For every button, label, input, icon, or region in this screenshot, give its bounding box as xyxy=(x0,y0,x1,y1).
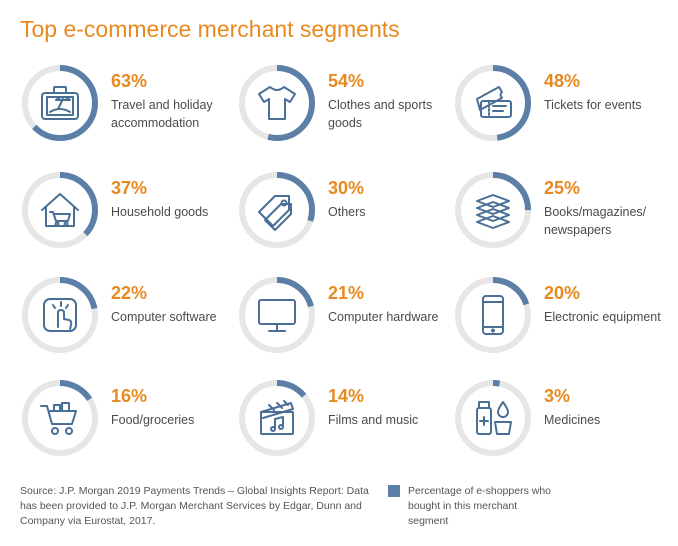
donut-ring xyxy=(455,277,531,353)
ticket-icon xyxy=(476,86,512,118)
segment-label: Clothes and sports goods xyxy=(328,98,433,130)
segment-10: 16% Food/groceries xyxy=(20,378,235,478)
donut-ring xyxy=(239,380,315,456)
segment-label: Household goods xyxy=(111,205,209,219)
film-music-icon xyxy=(260,400,294,435)
ring-value-arc xyxy=(22,380,98,456)
segment-percentage: 48% xyxy=(544,71,581,91)
segment-label: Electronic equipment xyxy=(544,310,661,324)
segment-label: Books/magazines/ newspapers xyxy=(544,205,647,237)
segment-percentage: 25% xyxy=(544,178,581,198)
ring-value-arc xyxy=(22,65,98,141)
tshirt-icon xyxy=(258,86,296,120)
segment-percentage: 22% xyxy=(111,283,148,303)
segment-6: 25% Books/magazines/ newspapers xyxy=(453,170,668,270)
segment-label: Films and music xyxy=(328,413,419,427)
segment-percentage: 21% xyxy=(328,283,365,303)
segment-5: 30% Others xyxy=(237,170,452,270)
books-icon xyxy=(476,194,510,229)
segment-label: Computer hardware xyxy=(328,310,439,324)
segment-label: Travel and holiday accommodation xyxy=(111,98,213,130)
donut-ring xyxy=(22,65,98,141)
segment-4: 37% Household goods xyxy=(20,170,235,270)
segment-label: Computer software xyxy=(111,310,217,324)
donut-ring xyxy=(22,277,98,353)
segment-2: 54% Clothes and sports goods xyxy=(237,63,452,163)
ring-value-arc xyxy=(22,277,98,353)
segment-11: 14% Films and music xyxy=(237,378,452,478)
price-tag-icon xyxy=(258,195,292,231)
segment-3: 48% Tickets for events xyxy=(453,63,668,163)
segment-label: Medicines xyxy=(544,413,601,427)
medicine-icon xyxy=(476,401,512,435)
segment-1: 63% Travel and holiday accommodation xyxy=(20,63,235,163)
monitor-icon xyxy=(258,299,296,332)
donut-ring xyxy=(455,380,531,456)
donut-ring xyxy=(455,172,531,248)
donut-ring xyxy=(22,380,98,456)
donut-ring xyxy=(455,65,531,141)
suitcase-icon xyxy=(41,86,79,120)
ring-value-arc xyxy=(239,380,315,456)
touch-tap-icon xyxy=(43,298,77,332)
segment-label: Food/groceries xyxy=(111,413,195,427)
segment-percentage: 30% xyxy=(328,178,365,198)
donut-ring xyxy=(239,65,315,141)
donut-ring xyxy=(22,172,98,248)
shopping-cart-icon xyxy=(40,402,77,435)
segment-label: Tickets for events xyxy=(544,98,642,112)
source-note: Source: J.P. Morgan 2019 Payments Trends… xyxy=(20,485,369,527)
page-title: Top e-commerce merchant segments xyxy=(20,16,400,42)
segment-percentage: 20% xyxy=(544,283,581,303)
house-cart-icon xyxy=(41,193,79,227)
legend-text: Percentage of e-shoppers who bought in t… xyxy=(408,485,552,527)
ring-value-arc xyxy=(239,172,315,248)
ring-value-arc xyxy=(455,65,531,141)
segment-8: 21% Computer hardware xyxy=(237,275,452,375)
segment-percentage: 37% xyxy=(111,178,148,198)
donut-ring xyxy=(239,277,315,353)
legend-swatch xyxy=(388,485,400,497)
donut-ring xyxy=(239,172,315,248)
segment-9: 20% Electronic equipment xyxy=(453,275,668,375)
ring-value-arc xyxy=(22,172,98,248)
segment-percentage: 14% xyxy=(328,386,365,406)
ring-value-arc xyxy=(455,172,531,248)
segment-percentage: 54% xyxy=(328,71,365,91)
segment-12: 3% Medicines xyxy=(453,378,668,478)
segment-percentage: 3% xyxy=(544,386,571,406)
ring-value-arc xyxy=(239,65,315,141)
smartphone-icon xyxy=(482,295,504,335)
ring-value-arc xyxy=(455,277,531,353)
ring-value-arc xyxy=(455,380,531,456)
segment-label: Others xyxy=(328,205,366,219)
segment-percentage: 63% xyxy=(111,71,148,91)
segment-percentage: 16% xyxy=(111,386,148,406)
segment-7: 22% Computer software xyxy=(20,275,235,375)
ring-value-arc xyxy=(239,277,315,353)
